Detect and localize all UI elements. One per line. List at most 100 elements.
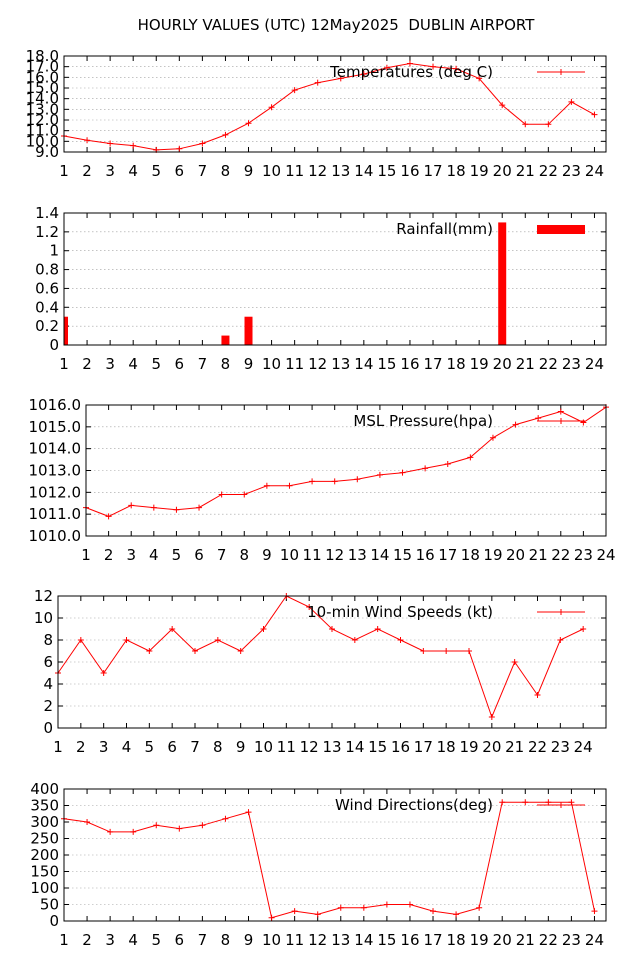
temperature-point xyxy=(130,142,137,149)
pressure-point xyxy=(376,471,383,478)
temperature-ytick-label: 11.0 xyxy=(26,122,59,140)
pressure-point xyxy=(512,421,519,428)
wind-speed-xtick-label: 1 xyxy=(53,738,63,756)
temperature-point xyxy=(176,145,183,152)
wind-direction-point xyxy=(360,904,367,911)
wind-direction-xtick-label: 7 xyxy=(198,931,208,949)
pressure-xtick-label: 13 xyxy=(348,546,367,564)
rainfall-ytick-label: 0.6 xyxy=(35,279,59,297)
temperature-xtick-label: 10 xyxy=(262,162,281,180)
wind-speed-xtick-label: 9 xyxy=(236,738,246,756)
rainfall-ytick-label: 0.8 xyxy=(35,261,59,279)
wind-speed-point xyxy=(192,648,198,654)
wind-speed-xtick-label: 16 xyxy=(391,738,410,756)
wind-direction-xtick-label: 19 xyxy=(470,931,489,949)
pressure-point xyxy=(557,408,564,415)
temperature-ytick-label: 9.0 xyxy=(35,143,59,161)
rainfall-legend-swatch xyxy=(537,225,585,234)
pressure-xtick-label: 11 xyxy=(303,546,322,564)
wind-direction-point xyxy=(314,911,321,918)
wind-speed-xtick-label: 14 xyxy=(345,738,364,756)
pressure-point xyxy=(399,469,406,476)
wind-speed-xtick-label: 5 xyxy=(145,738,155,756)
temperature-series-line xyxy=(63,62,595,151)
temperature-point xyxy=(476,75,483,82)
temperature-legend-label: Temperatures (deg C) xyxy=(329,63,493,81)
pressure-xtick-label: 2 xyxy=(104,546,114,564)
pressure-ytick-label: 1013.0 xyxy=(29,462,82,480)
pressure-xtick-label: 5 xyxy=(172,546,182,564)
temperature-point xyxy=(522,121,529,128)
temperature-ytick-label: 17.0 xyxy=(26,58,59,76)
pressure-ytick-label: 1016.0 xyxy=(29,396,82,414)
wind-direction-point xyxy=(84,819,91,825)
temperature-point xyxy=(268,104,275,111)
wind-direction-series-line xyxy=(63,801,595,919)
wind-direction-xtick-label: 6 xyxy=(175,931,185,949)
rainfall-xtick-label: 14 xyxy=(354,355,373,373)
wind-speed-point xyxy=(329,626,335,632)
rainfall-xtick-label: 4 xyxy=(128,355,138,373)
temperature-xtick-label: 4 xyxy=(128,162,138,180)
pressure-point xyxy=(467,454,474,461)
temperature-ytick-label: 12.0 xyxy=(26,111,59,129)
wind-speed-legend-marker xyxy=(558,609,564,615)
wind-speed-point xyxy=(214,637,221,643)
rainfall-xtick-label: 24 xyxy=(585,355,604,373)
wind-direction-xtick-label: 13 xyxy=(331,931,350,949)
wind-direction-point xyxy=(153,822,160,829)
wind-speed-xtick-label: 21 xyxy=(505,738,524,756)
rainfall-xtick-label: 19 xyxy=(470,355,489,373)
pressure-point xyxy=(286,482,293,489)
temperature-legend-marker xyxy=(558,69,564,75)
wind-direction-point xyxy=(568,799,575,806)
wind-speed-xtick-label: 13 xyxy=(322,738,341,756)
rainfall-xtick-label: 20 xyxy=(493,355,512,373)
pressure-panel: 1010.01011.01012.01013.01014.01015.01016… xyxy=(29,396,616,564)
pressure-point xyxy=(196,504,203,511)
rainfall-bar xyxy=(64,316,68,345)
pressure-plot-frame xyxy=(85,404,607,537)
temperature-xtick-label: 1 xyxy=(59,162,69,180)
temperature-point xyxy=(383,64,390,71)
wind-direction-xtick-label: 22 xyxy=(539,931,558,949)
wind-speed-xtick-label: 10 xyxy=(254,738,273,756)
pressure-xtick-label: 9 xyxy=(262,546,272,564)
wind-direction-xtick-label: 24 xyxy=(585,931,604,949)
wind-speed-point xyxy=(169,626,176,632)
temperature-point xyxy=(337,75,344,82)
rainfall-xtick-label: 5 xyxy=(151,355,161,373)
temperature-xtick-label: 7 xyxy=(198,162,208,180)
wind-speed-point xyxy=(237,648,244,654)
pressure-xtick-label: 6 xyxy=(194,546,204,564)
temperature-xtick-label: 23 xyxy=(562,162,581,180)
wind-direction-ytick-label: 250 xyxy=(30,830,59,848)
wind-direction-legend-marker xyxy=(558,802,564,808)
pressure-point xyxy=(105,513,112,520)
wind-direction-xtick-label: 17 xyxy=(423,931,442,949)
temperature-point xyxy=(360,71,367,78)
pressure-point xyxy=(489,434,496,441)
temperature-xtick-label: 2 xyxy=(82,162,92,180)
wind-direction-point xyxy=(199,822,206,829)
wind-direction-ytick-label: 50 xyxy=(40,896,59,914)
rainfall-bar xyxy=(244,316,253,345)
temperature-point xyxy=(591,111,598,118)
wind-direction-point xyxy=(268,914,275,921)
pressure-xtick-label: 18 xyxy=(461,546,480,564)
wind-direction-ytick-label: 350 xyxy=(30,797,59,815)
wind-direction-xtick-label: 9 xyxy=(244,931,254,949)
temperature-xtick-label: 13 xyxy=(331,162,350,180)
wind-speed-ytick-label: 10 xyxy=(34,609,53,627)
wind-direction-xtick-label: 20 xyxy=(493,931,512,949)
wind-speed-xtick-label: 18 xyxy=(437,738,456,756)
temperature-ytick-label: 14.0 xyxy=(26,90,59,108)
rainfall-ytick-label: 1.4 xyxy=(35,204,59,222)
wind-speed-point xyxy=(374,626,381,632)
wind-speed-xtick-label: 2 xyxy=(76,738,86,756)
wind-direction-ytick-label: 0 xyxy=(49,912,59,930)
wind-direction-point xyxy=(406,901,413,908)
pressure-xtick-label: 19 xyxy=(483,546,502,564)
